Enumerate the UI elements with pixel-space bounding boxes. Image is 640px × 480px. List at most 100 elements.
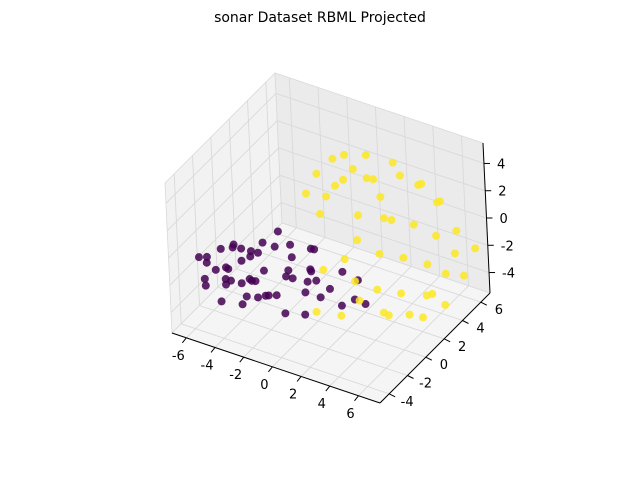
scatter-point-class-0 (226, 276, 235, 285)
scatter-point-class-1 (441, 300, 450, 309)
scatter-point-class-1 (354, 211, 363, 220)
scatter-point-class-1 (379, 308, 388, 317)
y-tick-mark (443, 338, 451, 343)
scatter-point-class-1 (340, 150, 349, 159)
z-tick-label: 4 (497, 157, 505, 172)
z-tick-label: 0 (500, 212, 508, 227)
scatter-point-class-1 (316, 210, 325, 219)
scatter-point-class-1 (339, 175, 348, 184)
scatter-point-class-1 (433, 198, 442, 207)
y-tick-label: 0 (440, 358, 448, 373)
scatter-point-class-0 (325, 284, 334, 293)
scatter-point-class-1 (387, 216, 396, 225)
x-tick-mark (296, 376, 302, 382)
scatter-point-class-1 (405, 310, 414, 319)
y-tick-mark (462, 320, 469, 324)
scatter-point-class-1 (361, 151, 370, 160)
y-tick-mark (480, 301, 488, 306)
scatter-point-class-0 (312, 276, 321, 285)
scatter-point-class-0 (273, 227, 282, 236)
grid-line-x-floor (358, 285, 469, 397)
grid-line-y-floor (272, 231, 481, 303)
grid-line-x-floor (272, 256, 383, 368)
axis-lines (171, 142, 496, 404)
scatter-point-class-1 (395, 171, 404, 180)
grid-line-x-floor (300, 266, 412, 377)
scatter-point-class-1 (312, 307, 321, 316)
grid-line-z-back (277, 120, 486, 192)
scatter-point-class-1 (419, 313, 428, 322)
scatter-point-class-1 (351, 277, 360, 286)
grid-line-z-back (280, 202, 490, 273)
scatter-point-class-0 (310, 245, 319, 254)
scatter-point-class-0 (303, 277, 312, 286)
scatter-point-class-1 (348, 165, 357, 174)
grid-line-y-floor (217, 286, 426, 358)
scatter-point-class-1 (362, 174, 371, 183)
scatter-point-class-0 (237, 256, 246, 265)
x-tick-mark (210, 347, 216, 353)
scatter-point-class-0 (228, 243, 237, 252)
scatter-point-class-1 (399, 253, 408, 262)
y-axis-line (379, 292, 491, 404)
scatter-point-class-1 (319, 265, 328, 274)
scatter-point-class-1 (428, 289, 437, 298)
scatter-point-class-1 (373, 285, 382, 294)
z-tick-label: -2 (501, 239, 514, 254)
scatter-point-class-1 (414, 180, 423, 189)
scatter-point-class-0 (261, 291, 270, 300)
scatter-point-class-1 (452, 226, 461, 235)
scatter-point-class-1 (355, 296, 364, 305)
scatter-point-class-0 (253, 248, 262, 257)
y-tick-mark (407, 375, 414, 379)
x-tick-label: -2 (229, 368, 242, 383)
x-axis-line (171, 332, 381, 404)
scatter-point-class-0 (202, 252, 211, 261)
scatter-point-class-1 (397, 289, 406, 298)
scatter-point-class-0 (211, 265, 220, 274)
y-tick-label: -2 (419, 377, 432, 392)
x-tick-label: 2 (289, 387, 297, 402)
grid-line-z-back (279, 174, 488, 246)
scatter-point-class-1 (301, 189, 310, 198)
x-tick-label: -6 (172, 349, 185, 364)
x-tick-mark (268, 366, 273, 373)
scatter-point-class-0 (246, 247, 255, 256)
grid-line-z-wall (169, 174, 281, 286)
scatter-point-class-1 (328, 154, 337, 163)
grid-lines (165, 77, 490, 397)
scatter-point-class-0 (237, 279, 246, 288)
scatter-point-class-1 (340, 255, 349, 264)
scatter-point-class-0 (251, 277, 260, 286)
grid-line-z-wall (165, 93, 277, 204)
scatter-point-class-1 (388, 158, 397, 167)
z-tick-label: 2 (498, 185, 506, 200)
scatter-point-class-0 (224, 264, 233, 273)
scatter-point-class-0 (216, 244, 225, 253)
x-tick-label: 6 (346, 407, 354, 422)
grid-line-y-floor (199, 305, 408, 376)
x-tick-label: 0 (260, 378, 268, 393)
scatter-point-class-1 (441, 269, 450, 278)
scatter-point-class-0 (337, 301, 346, 310)
scatter-point-class-0 (238, 300, 247, 309)
scatter-point-class-0 (338, 267, 347, 276)
scatter-point-class-0 (286, 240, 295, 249)
scatter-point-class-0 (307, 267, 316, 276)
scatter-point-class-0 (202, 258, 211, 267)
scatter-point-class-0 (258, 238, 267, 247)
scatter-point-class-0 (288, 274, 297, 283)
grid-line-y-floor (254, 250, 463, 321)
scatter-point-class-0 (284, 266, 293, 275)
scatter-point-class-1 (423, 260, 432, 269)
scatter-point-class-1 (409, 220, 418, 229)
grid-line-x-floor (243, 246, 355, 358)
y-tick-mark (388, 393, 396, 398)
scatter-point-class-1 (471, 244, 480, 253)
scatter-point-class-0 (237, 244, 246, 253)
x-tick-mark (325, 385, 331, 392)
axis-panes (164, 72, 491, 404)
grid-line-z-back (275, 93, 485, 164)
scatter-point-class-1 (432, 231, 441, 240)
